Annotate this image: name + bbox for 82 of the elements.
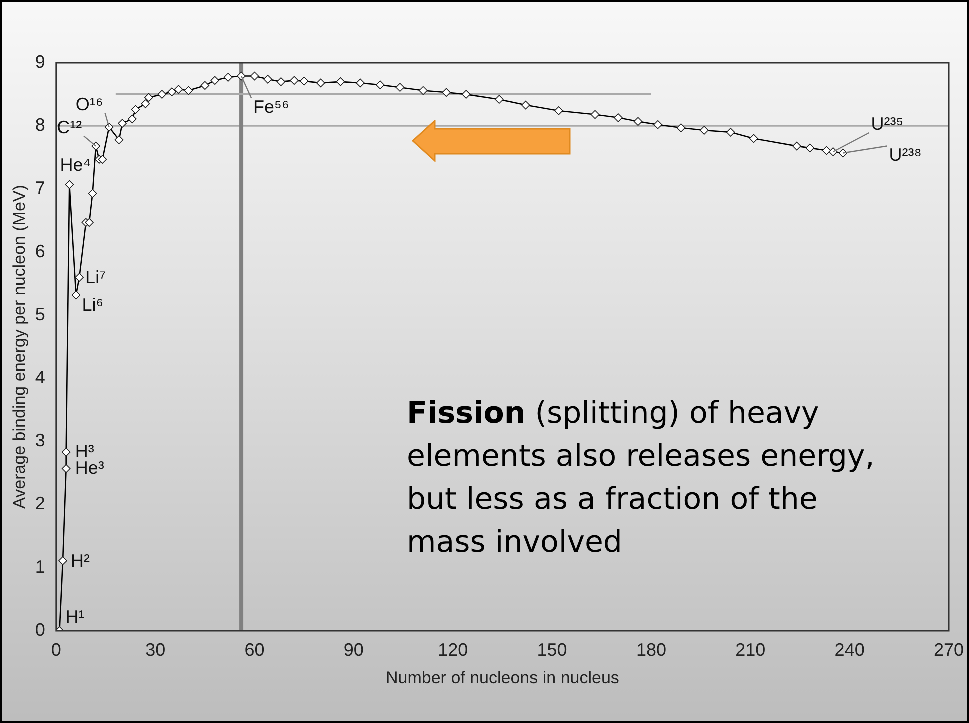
point <box>356 78 365 88</box>
y-tick-label: 2 <box>35 494 46 514</box>
y-tick-label: 4 <box>35 368 46 388</box>
point <box>88 189 98 198</box>
annotation: Li⁶ <box>82 295 104 316</box>
point <box>396 83 405 92</box>
annotation: Li⁷ <box>86 268 106 288</box>
point <box>276 78 286 86</box>
point <box>376 80 385 90</box>
point <box>462 90 471 99</box>
x-tick-label: 240 <box>834 640 865 660</box>
annotation: H¹ <box>66 606 85 627</box>
x-tick-label: 90 <box>344 640 364 660</box>
point <box>442 88 451 98</box>
point <box>336 78 346 86</box>
point <box>750 134 758 144</box>
point <box>62 464 71 474</box>
point <box>128 114 137 124</box>
point <box>250 72 260 81</box>
point <box>72 290 81 300</box>
point <box>316 78 326 88</box>
point <box>98 155 108 164</box>
x-tick-label: 210 <box>736 640 766 660</box>
point <box>210 76 220 86</box>
point <box>58 556 68 566</box>
point <box>634 117 643 126</box>
point <box>792 142 802 151</box>
point <box>224 73 233 82</box>
point <box>290 76 299 86</box>
point <box>131 105 140 114</box>
y-tick-label: 9 <box>35 52 46 72</box>
point <box>300 76 309 86</box>
y-tick-label: 6 <box>35 241 46 262</box>
y-tick-label: 7 <box>35 178 46 198</box>
annotation: O¹⁶ <box>76 94 104 114</box>
point <box>418 86 428 96</box>
point <box>144 93 154 102</box>
point <box>806 144 815 153</box>
point <box>200 81 210 90</box>
x-tick-label: 60 <box>244 640 265 660</box>
y-tick-label: 5 <box>35 304 46 324</box>
y-tick-label: 3 <box>35 430 46 451</box>
x-tick-label: 270 <box>934 640 964 660</box>
point <box>654 120 662 130</box>
x-tick-label: 0 <box>51 640 62 660</box>
x-axis-title: Number of nucleons in nucleus <box>386 668 620 688</box>
point <box>75 273 84 282</box>
point <box>726 128 736 137</box>
y-tick-label: 1 <box>35 556 46 577</box>
x-tick-label: 180 <box>636 640 666 660</box>
annotation: Fission (splitting) of heavy elements also releases energy, but less as a fraction of the mass involved <box>407 395 876 562</box>
point <box>141 100 150 108</box>
point <box>700 126 709 135</box>
annotation: U²³⁸ <box>889 145 922 166</box>
annotation: U²³⁵ <box>871 114 904 134</box>
y-tick-label: 8 <box>35 115 46 136</box>
point <box>62 448 71 457</box>
point <box>614 114 623 122</box>
annotation: Fe⁵⁶ <box>254 97 290 118</box>
point <box>65 180 74 190</box>
point <box>676 124 686 132</box>
point <box>184 86 194 96</box>
point <box>168 88 177 96</box>
point <box>118 119 127 128</box>
y-tick-label: 0 <box>35 620 46 640</box>
annotation: H² <box>71 550 90 571</box>
x-tick-label: 120 <box>438 640 468 660</box>
point <box>495 95 504 104</box>
point <box>590 110 600 120</box>
x-tick-label: 150 <box>537 640 568 660</box>
point <box>822 146 832 156</box>
annotation: C¹² <box>57 117 82 138</box>
annotation: He⁴ <box>60 154 92 175</box>
point <box>521 100 530 110</box>
point <box>114 136 124 144</box>
x-tick-label: 30 <box>146 640 166 660</box>
point <box>174 85 184 94</box>
point <box>264 75 272 84</box>
point <box>554 106 564 116</box>
point <box>85 218 94 228</box>
y-axis-title: Average binding energy per nucleon (MeV) <box>10 185 29 509</box>
point <box>158 90 167 99</box>
